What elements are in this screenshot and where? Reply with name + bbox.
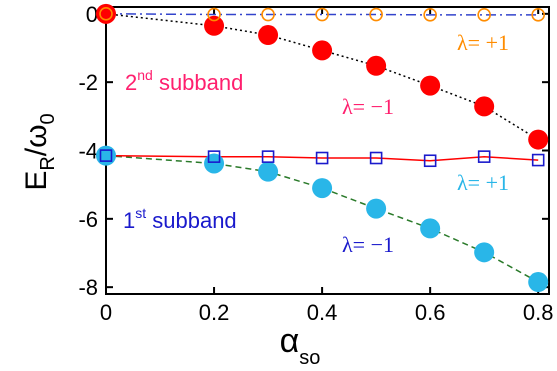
data-point-series-4 (315, 151, 329, 165)
x-axis-label: αso (280, 322, 321, 369)
data-point-series-1 (204, 15, 225, 36)
x-tick-label: 0.6 (415, 300, 446, 325)
x-tick-label: 0.4 (307, 300, 338, 325)
data-point-series-1 (420, 75, 441, 96)
data-point-series-1 (96, 3, 116, 24)
data-point-series-1 (366, 55, 387, 76)
y-tick-label: -6 (78, 207, 98, 232)
annotation-lambda-plus-second: λ= +1 (457, 30, 509, 55)
data-point-series-4 (423, 154, 437, 168)
annotation-second-subband: 2nd subband (125, 67, 243, 95)
data-point-series-3 (366, 198, 387, 219)
fit-line-series-4 (105, 154, 539, 162)
data-point-series-1 (528, 129, 549, 150)
data-point-series-2 (531, 8, 545, 22)
x-tick-label: 0 (100, 300, 112, 325)
y-tick-label: 0 (86, 2, 98, 27)
data-point-series-3 (420, 218, 441, 239)
data-point-series-3 (528, 272, 549, 293)
fit-line-series-2 (105, 13, 539, 16)
x-tick-label: 0.2 (199, 300, 230, 325)
annotation-lambda-minus-first: λ= −1 (342, 232, 394, 257)
data-point-series-4 (477, 150, 491, 163)
data-point-series-2 (477, 8, 491, 22)
annotation-first-subband: 1st subband (123, 205, 237, 233)
data-point-series-3 (258, 161, 279, 182)
data-point-series-2 (423, 8, 437, 22)
data-point-series-2 (261, 7, 275, 22)
data-point-series-3 (96, 145, 116, 166)
data-point-series-4 (261, 150, 275, 163)
axis-ticks: 0 0.2 0.4 0.6 0.8 0 -2 -4 -6 -8 (78, 2, 553, 325)
data-point-series-4 (369, 151, 383, 165)
data-point-series-3 (312, 178, 333, 199)
data-markers (96, 3, 549, 293)
data-point-series-2 (369, 7, 383, 22)
data-point-series-1 (474, 96, 495, 117)
data-point-series-4 (531, 153, 545, 167)
annotation-lambda-minus-second: λ= −1 (342, 94, 394, 119)
data-point-series-1 (312, 40, 333, 61)
y-tick-label: -2 (78, 70, 98, 95)
data-point-series-3 (204, 153, 225, 174)
annotation-lambda-plus-first: λ= +1 (457, 170, 509, 195)
data-point-series-2 (207, 7, 221, 22)
y-axis-label: ER/ω0 (20, 113, 59, 190)
data-point-series-4 (207, 150, 221, 163)
data-point-series-4 (99, 149, 113, 162)
data-point-series-3 (474, 242, 495, 263)
y-tick-label: -8 (78, 275, 98, 300)
data-point-series-2 (99, 7, 113, 21)
data-point-series-1 (258, 25, 279, 46)
y-tick-label: -4 (78, 139, 98, 164)
x-tick-label: 0.8 (523, 300, 554, 325)
data-point-series-2 (315, 7, 329, 22)
